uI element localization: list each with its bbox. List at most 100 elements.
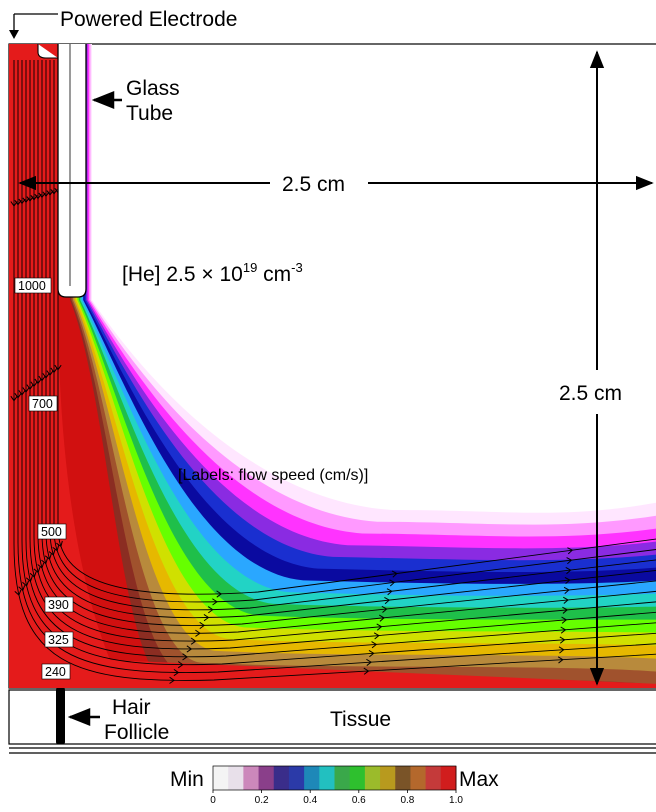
tissue-layer (8, 689, 656, 754)
glass-tube-label-line1: Glass (126, 77, 180, 100)
streamline-arrow-icon (381, 605, 388, 613)
streamline-arrow-icon (50, 367, 58, 374)
streamline (57, 60, 656, 595)
streamline-arrow-icon (567, 547, 574, 555)
streamline-arrow-icon (52, 545, 60, 552)
colorbar-cell (334, 766, 351, 790)
streamline-arrow-icon (26, 384, 34, 390)
tissue-label: Tissue (330, 708, 391, 731)
streamline-arrow-icon (34, 378, 42, 385)
svg-text:1000: 1000 (18, 279, 46, 293)
streamline-arrow-icon (199, 621, 206, 629)
streamline-arrow-icon (25, 576, 33, 583)
streamline (17, 60, 656, 673)
speed-label-240: 240 (41, 663, 71, 680)
streamline-arrow-icon (46, 190, 54, 196)
streamline-arrow-icon (562, 596, 569, 604)
svg-text:700: 700 (32, 397, 53, 411)
colorbar-cell (440, 766, 457, 790)
colorbar-tick-label: 1.0 (449, 795, 463, 806)
streamline-arrow-icon (566, 557, 573, 565)
streamline-arrow-icon (22, 197, 30, 204)
streamline-arrow-icon (54, 364, 62, 371)
streamline-arrow-icon (386, 588, 393, 596)
streamline-arrow-icon (30, 195, 38, 201)
speed-label-390: 390 (44, 596, 74, 613)
streamline-arrow-icon (10, 201, 18, 207)
streamline-arrow-icon (190, 637, 197, 645)
streamline (13, 60, 656, 681)
glass-tube (57, 44, 87, 298)
streamline (37, 60, 656, 634)
svg-text:240: 240 (45, 665, 66, 679)
streamline-arrow-icon (371, 641, 378, 649)
width-dimension-label: 2.5 cm (282, 173, 345, 196)
streamline-arrow-icon (379, 614, 385, 622)
streamline-arrow-icon (561, 616, 568, 624)
colorbar-ticks: 0 0.2 0.4 0.6 0.8 1.0 (210, 790, 463, 806)
streamline-arrow-icon (558, 646, 565, 654)
streamline-arrow-icon (48, 549, 56, 556)
streamline-arrow-icon (18, 390, 26, 396)
streamline-arrow-icon (203, 614, 210, 622)
speed-label-500: 500 (37, 523, 67, 540)
streamline-arrow-icon (212, 598, 218, 606)
colorbar-tick-label: 0.4 (303, 795, 317, 806)
colorbar-min-label: Min (170, 768, 204, 791)
colorbar-cell (425, 766, 442, 790)
streamline-arrow-icon (18, 198, 26, 205)
streamline-arrow-icon (44, 553, 52, 561)
colorbar-cell (304, 766, 320, 790)
svg-text:325: 325 (48, 633, 69, 647)
streamline (41, 60, 656, 626)
streamline-arrow-icon (42, 373, 50, 379)
streamline-arrow-icon (38, 375, 46, 382)
hair-follicle-label-line2: Follicle (104, 721, 169, 744)
colorbar-cell (380, 766, 396, 790)
colorbar-cell (243, 766, 260, 790)
streamline-arrow-icon (37, 562, 45, 569)
streamline-arrow-icon (186, 645, 193, 653)
colorbar-tick-label: 0.2 (255, 795, 269, 806)
streamline-arrow-icon (559, 636, 566, 644)
colorbar-cell (349, 766, 366, 790)
streamline-arrow-icon (373, 632, 380, 640)
colorbar-cell (288, 766, 305, 790)
speed-labels: 1000 700 500 390 325 240 (14, 277, 74, 680)
streamline-arrow-icon (56, 540, 63, 548)
streamline-arrow-icon (389, 579, 396, 587)
hair-follicle-label-line1: Hair (112, 696, 151, 719)
colorbar-cell (395, 766, 411, 790)
helium-density-label: [He] 2.5 × 1019 cm-3 (122, 260, 303, 286)
colorbar-tick-label: 0 (210, 795, 216, 806)
streamline-arrow-icon (34, 193, 42, 200)
height-dimension-label: 2.5 cm (559, 382, 622, 405)
streamline-arrow-icon (26, 196, 34, 202)
flow-speed-note: [Labels: flow speed (cm/s)] (178, 467, 368, 484)
streamline-arrow-icon (41, 558, 48, 565)
contour-band (9, 44, 656, 688)
powered-electrode-label: Powered Electrode (60, 8, 237, 31)
streamline-arrow-icon (368, 650, 375, 658)
streamline-arrow-icon (565, 567, 572, 575)
streamline (29, 60, 656, 650)
streamline-arrow-icon (562, 606, 569, 614)
streamline-arrow-icon (42, 191, 50, 198)
streamline (25, 60, 656, 658)
colorbar-cell (364, 766, 381, 790)
colorbar-gradient (213, 766, 457, 790)
streamline (33, 60, 656, 642)
streamline-arrow-icon (363, 667, 370, 675)
speed-label-1000: 1000 (14, 277, 52, 294)
streamline-arrow-icon (207, 606, 214, 614)
colorbar-tick-label: 0.8 (400, 795, 414, 806)
colorbar-cell (213, 766, 229, 790)
colorbar-cell (258, 766, 275, 790)
streamline-arrow-icon (216, 590, 223, 598)
colorbar-tick-label: 0.6 (352, 795, 366, 806)
streamline-arrow-icon (173, 668, 180, 677)
speed-label-325: 325 (44, 631, 74, 648)
streamline-arrow-icon (29, 571, 37, 578)
streamline-arrow-icon (560, 626, 567, 634)
